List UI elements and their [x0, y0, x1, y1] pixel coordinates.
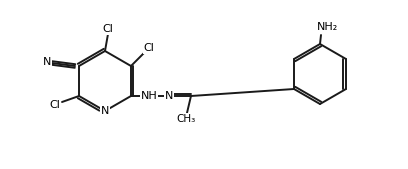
Text: CH₃: CH₃ — [176, 114, 195, 124]
Text: Cl: Cl — [50, 100, 60, 110]
Text: N: N — [43, 57, 51, 67]
Text: N: N — [101, 106, 109, 116]
Text: Cl: Cl — [144, 43, 154, 53]
Text: N: N — [165, 91, 173, 101]
Text: NH₂: NH₂ — [316, 22, 338, 32]
Text: Cl: Cl — [102, 24, 113, 34]
Text: NH: NH — [141, 91, 157, 101]
